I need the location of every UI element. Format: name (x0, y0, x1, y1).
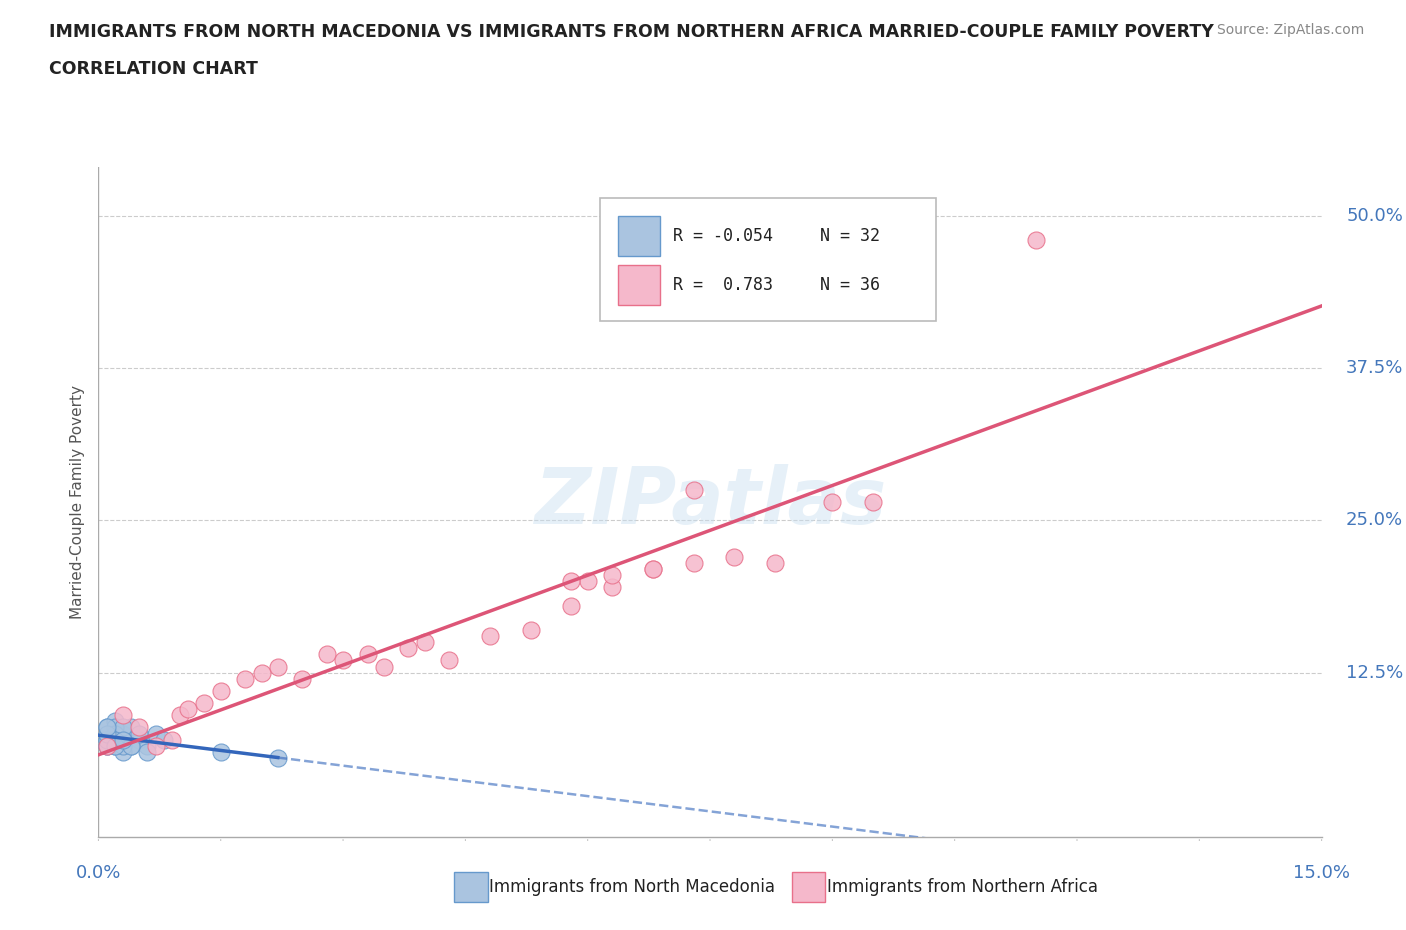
Text: 15.0%: 15.0% (1294, 864, 1350, 882)
Point (641, 562, 664, 577)
Point (193, 696, 215, 711)
Point (104, 732, 127, 747)
Point (209, 744, 232, 759)
Point (104, 720, 127, 735)
Text: 50.0%: 50.0% (1346, 207, 1403, 225)
Point (250, 665, 273, 680)
Point (160, 732, 183, 747)
Point (145, 726, 167, 741)
Point (111, 732, 134, 747)
Point (111, 726, 134, 741)
Point (682, 555, 704, 570)
Point (560, 598, 582, 613)
Point (145, 738, 167, 753)
Text: 25.0%: 25.0% (1346, 512, 1403, 529)
FancyBboxPatch shape (619, 265, 659, 305)
Point (763, 555, 786, 570)
Text: Immigrants from Northern Africa: Immigrants from Northern Africa (827, 878, 1098, 897)
Point (267, 751, 290, 765)
Point (128, 726, 150, 741)
Point (104, 732, 127, 747)
Point (104, 738, 127, 753)
Text: IMMIGRANTS FROM NORTH MACEDONIA VS IMMIGRANTS FROM NORTHERN AFRICA MARRIED-COUPL: IMMIGRANTS FROM NORTH MACEDONIA VS IMMIG… (49, 23, 1213, 41)
Text: CORRELATION CHART: CORRELATION CHART (49, 60, 259, 78)
Point (682, 483, 704, 498)
Point (332, 653, 354, 668)
Text: N = 36: N = 36 (820, 276, 880, 294)
Point (128, 720, 150, 735)
Y-axis label: Married-Couple Family Poverty: Married-Couple Family Poverty (70, 385, 86, 619)
Text: R = -0.054: R = -0.054 (673, 227, 773, 246)
Point (600, 568, 623, 583)
Point (1025, 233, 1047, 248)
Point (821, 495, 844, 510)
Text: Source: ZipAtlas.com: Source: ZipAtlas.com (1216, 23, 1364, 37)
Point (96, 732, 118, 747)
Point (723, 550, 745, 565)
Point (111, 708, 134, 723)
Point (437, 653, 460, 668)
Text: ZIPatlas: ZIPatlas (534, 464, 886, 540)
Point (478, 629, 501, 644)
Point (111, 738, 134, 753)
Point (111, 732, 134, 747)
Point (111, 720, 134, 735)
Point (111, 744, 134, 759)
Point (96, 738, 118, 753)
Point (120, 738, 142, 753)
Point (576, 574, 599, 589)
Point (356, 647, 378, 662)
Point (136, 744, 159, 759)
Point (96, 726, 118, 741)
Point (560, 574, 582, 589)
Point (152, 732, 174, 747)
Text: 0.0%: 0.0% (76, 864, 121, 882)
Point (104, 714, 127, 729)
Point (104, 726, 127, 741)
Point (120, 720, 142, 735)
Point (104, 738, 127, 753)
Point (169, 708, 191, 723)
Point (177, 702, 200, 717)
Point (96, 738, 118, 753)
Point (233, 671, 256, 686)
Text: Immigrants from North Macedonia: Immigrants from North Macedonia (489, 878, 775, 897)
Text: 12.5%: 12.5% (1346, 664, 1403, 682)
Point (209, 684, 232, 698)
Point (267, 659, 290, 674)
Point (641, 562, 664, 577)
Point (396, 641, 419, 656)
Point (96, 738, 118, 753)
Point (519, 622, 541, 637)
Point (96, 720, 118, 735)
Point (315, 647, 337, 662)
Point (291, 671, 314, 686)
Point (120, 738, 142, 753)
FancyBboxPatch shape (600, 197, 936, 322)
Text: N = 32: N = 32 (820, 227, 880, 246)
Point (600, 580, 623, 595)
Point (373, 659, 395, 674)
Point (104, 726, 127, 741)
FancyBboxPatch shape (619, 217, 659, 256)
Point (128, 732, 150, 747)
Point (96, 732, 118, 747)
Point (96, 720, 118, 735)
Point (136, 738, 159, 753)
Point (862, 495, 884, 510)
Point (413, 635, 436, 650)
Text: R =  0.783: R = 0.783 (673, 276, 773, 294)
Text: 37.5%: 37.5% (1346, 359, 1403, 378)
